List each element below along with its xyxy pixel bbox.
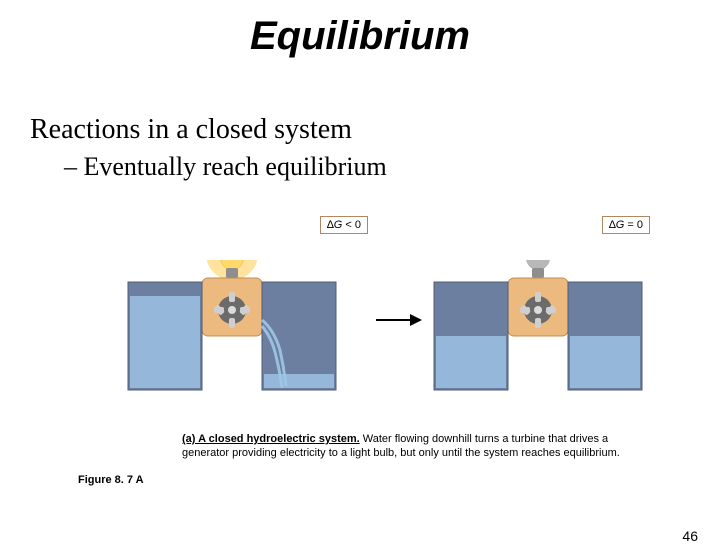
dg-label-right: ∆G = 0 xyxy=(602,216,650,234)
dg-label-left: ∆G < 0 xyxy=(320,216,368,234)
arrow-icon xyxy=(376,310,422,330)
body-line-1: Reactions in a closed system xyxy=(30,114,387,146)
page-number: 46 xyxy=(682,528,698,544)
caption-bold: (a) A closed hydroelectric system. xyxy=(182,433,360,445)
body-line-2: – Eventually reach equilibrium xyxy=(64,152,387,182)
apparatus-right xyxy=(430,260,650,400)
slide-title: Equilibrium xyxy=(0,14,720,59)
figure-caption: (a) A closed hydroelectric system. Water… xyxy=(182,432,652,461)
figure-label: Figure 8. 7 A xyxy=(78,474,144,486)
apparatus-left xyxy=(124,260,344,400)
body-text: Reactions in a closed system – Eventuall… xyxy=(30,114,387,182)
figure-area: ∆G < 0 ∆G = 0 xyxy=(110,204,630,384)
